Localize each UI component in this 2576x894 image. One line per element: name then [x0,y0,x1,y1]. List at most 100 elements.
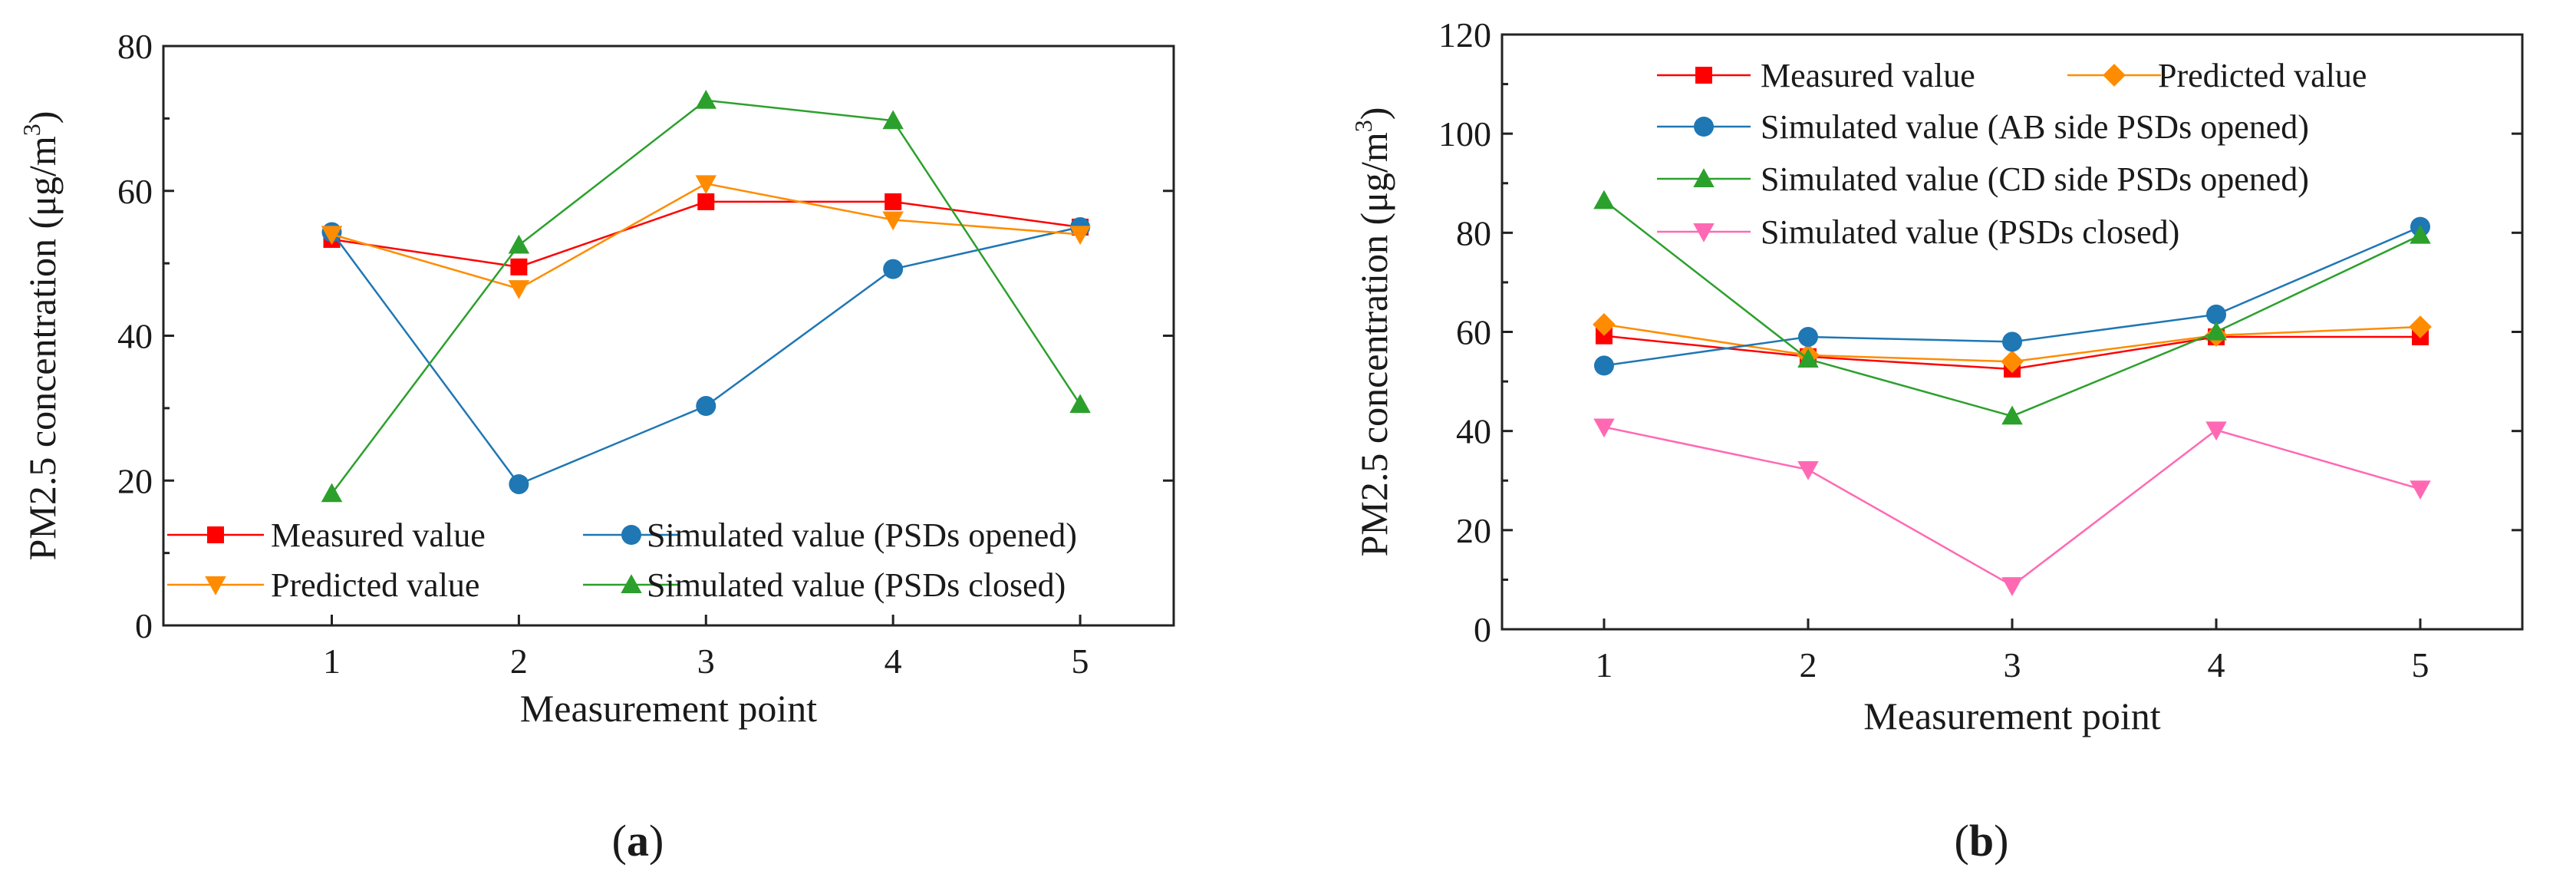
y-tick-label: 40 [117,317,153,356]
y-axis-title-superscript: 3 [18,124,45,136]
legend-marker [2103,64,2126,87]
legend-entry: Simulated value (PSDs opened) [583,516,1077,554]
panel-a: 0 20 40 60 80 1 2 3 4 5 Measurement point PM2.5 con… [18,27,1175,866]
y-tick-label: 0 [1474,610,1491,649]
data-point [2205,421,2227,441]
panel-caption-close: ) [1994,816,2008,866]
x-tick-label: 3 [2004,645,2021,685]
x-tick-label: 4 [2208,645,2225,685]
data-point [1069,394,1091,414]
y-tick-label: 80 [1456,213,1491,252]
data-point [2002,332,2022,352]
data-point [2410,224,2431,244]
data-point [883,259,904,279]
legend-label: Predicted value [271,566,479,604]
legend-entry: Simulated value (PSDs closed) [583,566,1066,604]
series-line [1603,426,2421,587]
x-tick-label: 2 [510,642,528,681]
legend-label: Simulated value (PSDs opened) [647,516,1077,554]
data-point [2001,577,2023,596]
y-axis-title-superscript: 3 [1349,120,1377,132]
legend-entry: Predicted value [167,566,479,604]
data-point [509,473,529,494]
legend-entry: Simulated value (AB side PSDs opened) [1657,108,2309,146]
x-axis-title: Measurement point [520,687,818,730]
data-point [1596,327,1612,345]
y-tick-label: 100 [1438,114,1491,153]
data-point [1593,418,1615,438]
data-point [1594,355,1614,376]
legend-marker [621,574,642,593]
data-point [695,90,717,109]
y-tick-label: 40 [1456,412,1491,451]
legend-label: Simulated value (AB side PSDs opened) [1761,108,2309,146]
data-point [2001,350,2024,374]
y-tick-label: 20 [117,461,153,500]
y-tick-label: 60 [117,172,153,211]
data-point [508,234,530,254]
data-point [882,110,904,130]
legend-marker [1693,168,1715,187]
data-point [2409,315,2432,338]
data-point [2206,304,2226,325]
data-point [1593,190,1615,209]
y-tick-label: 20 [1456,511,1491,550]
x-tick-label: 3 [697,642,715,681]
data-point [1069,226,1091,246]
legend-label: Measured value [271,516,486,554]
legend-marker [207,526,224,543]
series-line [331,99,1082,494]
x-tick-label: 4 [884,642,902,681]
legend-label: Simulated value (CD side PSDs opened) [1761,160,2309,198]
legend-marker [1694,117,1714,137]
legend-marker [1693,223,1715,242]
data-point [2410,480,2431,500]
legend-entry: Predicted value [2067,57,2367,94]
legend-label: Measured value [1761,57,1975,94]
panel-caption: (b) [1955,816,2009,866]
panel-caption-letter: a [627,816,649,866]
x-tick-label: 5 [2412,645,2429,685]
data-point [696,396,716,417]
panel-b: 0 20 40 60 80 100 120 1 2 3 4 5 Measurement point PM2… [1349,15,2524,866]
x-tick-label: 5 [1072,642,1089,681]
data-point [321,483,343,503]
y-axis-title: PM2.5 concentration (μg/m3) [18,111,64,561]
data-point [1797,348,1819,368]
data-point [695,175,717,195]
panel-caption-open: ( [612,816,627,866]
y-axis-title-main: PM2.5 concentration (μg/m [1352,132,1395,556]
x-tick-label: 1 [323,642,341,681]
legend-entry: Measured value [167,516,486,554]
legend-marker [205,576,226,595]
legend-label: Predicted value [2158,57,2367,94]
y-tick-label: 80 [117,27,153,66]
panel-caption: (a) [612,816,664,866]
data-point [2001,405,2023,425]
data-point [1797,461,1819,480]
data-point [510,258,528,275]
legend-entry: Simulated value (CD side PSDs opened) [1657,160,2309,198]
y-axis-title-close: ) [21,111,64,124]
panel-caption-close: ) [649,816,664,866]
x-axis-title: Measurement point [1863,694,2161,737]
data-point [882,211,904,231]
legend: Measured value Predicted value Simulated v… [1657,57,2367,251]
data-point [321,226,343,246]
y-axis-title: PM2.5 concentration (μg/m3) [1349,107,1395,557]
legend-entry: Measured value [1657,57,1975,94]
legend-label: Simulated value (PSDs closed) [1761,213,2179,251]
panel-caption-letter: b [1969,816,1994,866]
series-line [331,226,1081,486]
data-point [1798,326,1818,347]
data-point [508,280,530,299]
data-point [884,193,902,210]
x-tick-label: 1 [1596,645,1613,685]
legend-entry: Simulated value (PSDs closed) [1657,213,2179,251]
data-point [697,193,715,210]
y-tick-label: 120 [1438,15,1491,54]
x-tick-label: 2 [1800,645,1817,685]
panel-caption-open: ( [1955,816,1969,866]
